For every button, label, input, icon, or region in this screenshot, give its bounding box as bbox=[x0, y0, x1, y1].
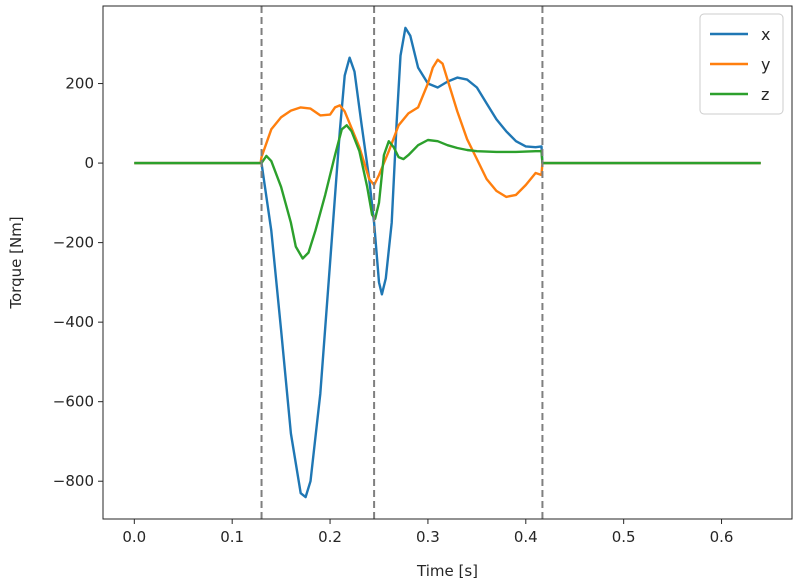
series-y-line bbox=[134, 58, 761, 199]
x-tick-label: 0.3 bbox=[416, 528, 440, 546]
axes-frame bbox=[102, 5, 793, 520]
y-tick-label: 0 bbox=[84, 154, 94, 172]
series-z-line bbox=[134, 124, 761, 260]
y-tick-label: −800 bbox=[53, 472, 94, 490]
x-axis-label: Time [s] bbox=[416, 562, 478, 580]
legend-label-y: y bbox=[761, 55, 770, 74]
plot-area bbox=[134, 26, 761, 499]
x-tick-label: 0.2 bbox=[318, 528, 342, 546]
x-tick-label: 0.5 bbox=[612, 528, 636, 546]
legend: xyz bbox=[699, 13, 784, 115]
y-tick-label: −200 bbox=[53, 234, 94, 252]
y-axis-label: Torque [Nm] bbox=[7, 216, 25, 309]
x-tick-label: 0.6 bbox=[710, 528, 734, 546]
y-tick-label: −400 bbox=[53, 313, 94, 331]
legend-label-z: z bbox=[761, 85, 769, 104]
x-tick-label: 0.0 bbox=[122, 528, 146, 546]
x-tick-label: 0.1 bbox=[220, 528, 244, 546]
series-x-line bbox=[134, 26, 761, 499]
y-tick-label: 200 bbox=[65, 75, 94, 93]
x-tick-label: 0.4 bbox=[514, 528, 538, 546]
vertical-markers bbox=[260, 6, 544, 519]
y-axis-ticks: −800 −600 −400 −200 0 200 bbox=[53, 75, 103, 490]
x-axis-ticks: 0.0 0.1 0.2 0.3 0.4 0.5 0.6 bbox=[122, 519, 733, 546]
legend-label-x: x bbox=[761, 25, 770, 44]
y-tick-label: −600 bbox=[53, 393, 94, 411]
